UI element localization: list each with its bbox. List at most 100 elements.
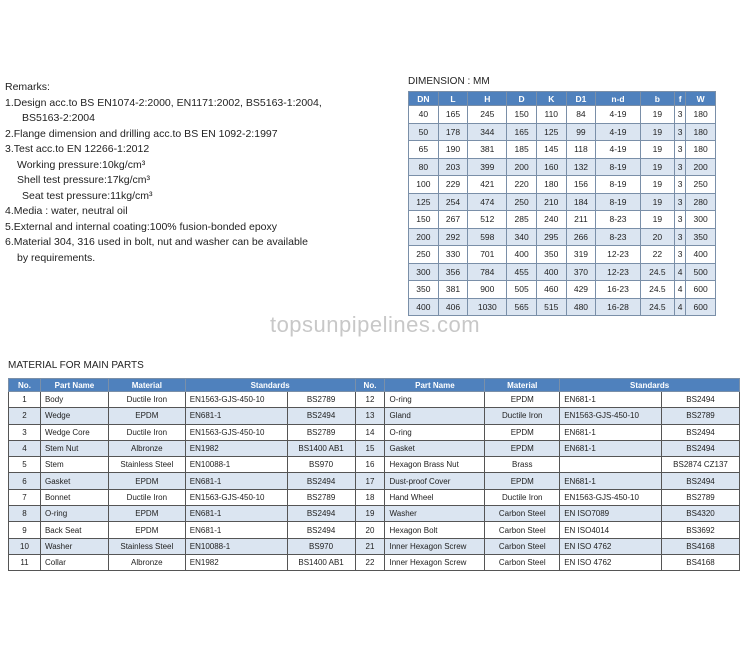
material-cell: BS4168 (661, 537, 740, 555)
table-row: 3 Wedge Core Ductile Iron EN1563-GJS-450-10… (8, 423, 740, 441)
dimension-cell: 267 (437, 210, 469, 229)
material-cell: BS2494 (286, 505, 356, 523)
material-cell: BS2494 (286, 521, 356, 539)
material-cell: EN681-1 (559, 423, 663, 441)
dimension-cell: 784 (467, 262, 508, 281)
dimension-cell: 400 (685, 245, 716, 264)
dimension-cell: 900 (467, 280, 508, 299)
material-cell: BS2789 (286, 390, 356, 409)
material-cell: Wedge (39, 407, 109, 425)
dimension-cell: 19 (639, 210, 676, 229)
dimension-cell: 350 (685, 227, 716, 246)
material-cell: Carbon Steel (484, 537, 561, 555)
material-cell: 17 (354, 472, 386, 490)
material-cell: EN ISO4014 (559, 521, 663, 539)
dimension-cell: 3 (674, 245, 687, 264)
material-cell: BS2789 (286, 488, 356, 507)
remark-line: Working pressure:10kg/cm³ (17, 158, 146, 171)
material-cell: EN681-1 (559, 439, 663, 458)
dimension-cell: 200 (506, 157, 537, 176)
remark-line: 5.External and internal coating:100% fus… (5, 220, 278, 233)
material-cell: EPDM (484, 439, 561, 458)
dimension-cell: 515 (535, 297, 567, 316)
material-cell: BS1400 AB1 (286, 439, 356, 458)
material-cell: BS2789 (661, 488, 740, 507)
dimension-cell: 381 (467, 140, 508, 159)
remark-line: 1.Design acc.to BS EN1074-2:2000, EN1171… (5, 96, 322, 109)
dimension-cell: 344 (467, 122, 508, 141)
dimension-header: DN (408, 91, 439, 106)
dimension-cell: 295 (535, 227, 567, 246)
dimension-cell: 19 (639, 105, 676, 124)
material-cell: Washer (39, 537, 109, 555)
material-cell: Hexagon Bolt (384, 521, 486, 539)
header-no: No. (354, 378, 386, 392)
material-cell: EPDM (107, 521, 186, 539)
material-cell: Stainless Steel (107, 456, 186, 474)
remark-line: 4.Media : water, neutral oil (5, 205, 128, 217)
material-cell: Carbon Steel (484, 553, 561, 572)
dimension-cell: 600 (685, 297, 716, 316)
material-cell: 2 (8, 407, 41, 425)
dimension-cell: 12-23 (595, 245, 641, 264)
dimension-cell: 421 (467, 175, 508, 194)
material-cell: EN1982 (184, 439, 288, 458)
dimension-cell: 165 (437, 105, 469, 124)
dimension-cell: 150 (506, 105, 537, 124)
material-cell: Hexagon Brass Nut (384, 456, 486, 474)
dimension-cell: 292 (437, 227, 469, 246)
dimension-cell: 505 (506, 280, 537, 299)
dimension-cell: 22 (639, 245, 676, 264)
dimension-cell: 460 (535, 280, 567, 299)
dimension-cell: 16-28 (595, 297, 641, 316)
dimension-header: b (639, 91, 676, 106)
material-cell: 18 (354, 488, 386, 507)
dimension-cell: 250 (506, 192, 537, 211)
dimension-cell: 184 (565, 192, 597, 211)
dimension-cell: 180 (685, 122, 716, 141)
dimension-cell: 8-23 (595, 210, 641, 229)
material-cell: BS2789 (661, 407, 740, 425)
dimension-cell: 406 (437, 297, 469, 316)
header-part-name: Part Name (384, 378, 486, 392)
table-row: 65 190 381 185 145 118 4-19 19 3 180 (408, 140, 716, 159)
remark-line: Shell test pressure:17kg/cm³ (17, 174, 151, 186)
dimension-cell: 285 (506, 210, 537, 229)
material-cell: BS970 (286, 456, 356, 474)
dimension-cell: 203 (437, 157, 469, 176)
material-cell: Bonnet (39, 488, 109, 507)
material-cell: BS970 (286, 537, 356, 555)
remark-line: 3.Test acc.to EN 12266-1:2012 (5, 143, 150, 155)
material-cell: 9 (8, 521, 41, 539)
material-cell: 10 (8, 537, 41, 555)
material-cell: EN1563-GJS-450-10 (559, 488, 663, 507)
dimension-cell: 99 (565, 122, 597, 141)
dimension-cell: 180 (685, 105, 716, 124)
material-cell: BS4320 (661, 505, 740, 523)
dimension-cell: 250 (408, 245, 439, 264)
dimension-table: DN L H D K D1 n-d b f W 40 165 245 150 110 84 4-19 19 3 180… (408, 91, 716, 316)
material-cell: EPDM (484, 423, 561, 441)
material-cell: 13 (354, 407, 386, 425)
dimension-cell: 100 (408, 175, 439, 194)
material-cell: 5 (8, 456, 41, 474)
dimension-cell: 356 (437, 262, 469, 281)
material-cell: BS2874 CZ137 (661, 456, 740, 474)
material-cell: EN1563-GJS-450-10 (184, 423, 288, 441)
material-cell: Ductile Iron (107, 488, 186, 507)
dimension-cell: 145 (535, 140, 567, 159)
table-row: 2 Wedge EPDM EN681-1 BS2494 13 Gland Ductile Ir… (8, 407, 740, 425)
material-cell: EPDM (107, 407, 186, 425)
material-cell: Ductile Iron (107, 423, 186, 441)
material-cell: EN681-1 (559, 472, 663, 490)
dimension-cell: 4-19 (595, 140, 641, 159)
watermark: topsunpipelines.com (269, 312, 481, 337)
dimension-cell: 3 (674, 175, 687, 194)
dimension-cell: 8-23 (595, 227, 641, 246)
table-row: 1 Body Ductile Iron EN1563-GJS-450-10 BS2789… (8, 390, 740, 409)
header-no: No. (8, 378, 41, 392)
material-cell: EPDM (107, 505, 186, 523)
material-cell: EN681-1 (184, 505, 288, 523)
dimension-cell: 20 (639, 227, 676, 246)
dimension-cell: 3 (674, 140, 687, 159)
